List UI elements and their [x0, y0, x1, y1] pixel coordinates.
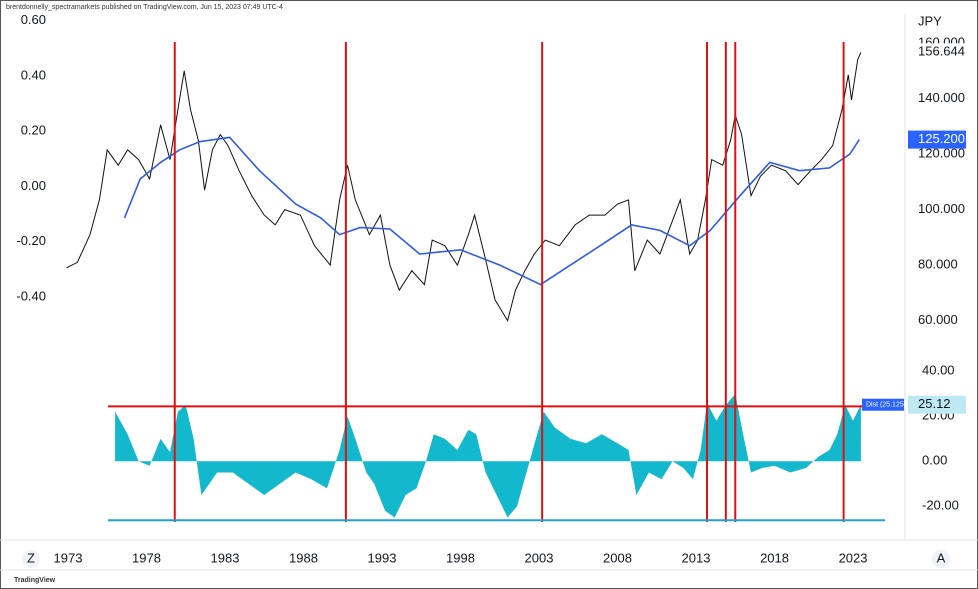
zoom-button[interactable]: Z	[27, 550, 35, 565]
x-tick-label: 1983	[211, 550, 240, 565]
header: brentdonnelly_spectramarkets published o…	[6, 4, 283, 11]
y3-tick-label: -20.00	[922, 498, 959, 513]
y2-axis-label: JPY	[918, 13, 942, 28]
y3-tick-label: 40.00	[922, 363, 955, 378]
x-tick-label: 2013	[682, 550, 711, 565]
x-tick-label: 1988	[289, 550, 318, 565]
brand: TradingView	[14, 577, 56, 584]
y2-tick-label: 80.000	[918, 257, 958, 272]
x-tick-label: 2018	[760, 550, 789, 565]
y-tick-label: -0.40	[16, 288, 46, 303]
x-tick-label: 2003	[525, 550, 554, 565]
last-value-label: 125.200	[918, 131, 965, 146]
x-tick-label: 1993	[368, 550, 397, 565]
button[interactable]	[932, 550, 950, 568]
last-value-badge	[908, 130, 966, 149]
y3-tick-label: 0.00	[922, 453, 947, 468]
x-tick-label: 1998	[446, 550, 475, 565]
y-tick-label: -0.20	[16, 233, 46, 248]
y-tick-label: 0.40	[21, 67, 46, 82]
last-value-badge	[908, 395, 966, 414]
button[interactable]	[22, 550, 40, 568]
auto-button[interactable]: A	[937, 550, 946, 565]
x-tick-label: 2023	[839, 550, 868, 565]
series-line	[66, 52, 862, 322]
y2-tick-label: 120.000	[918, 145, 965, 160]
x-tick-label: 2008	[603, 550, 632, 565]
last-value-badge	[908, 43, 966, 62]
y-tick-label: 0.60	[21, 12, 46, 27]
last-value-label: 156.644	[918, 44, 965, 59]
y-tick-label: 0.20	[21, 123, 46, 138]
y2-tick-label: 140.000	[918, 90, 965, 105]
last-value-label: 25.12	[918, 396, 951, 411]
y-tick-label: 0.00	[21, 178, 46, 193]
histogram-area	[115, 393, 861, 518]
series-line	[123, 136, 860, 286]
x-tick-label: 1978	[132, 550, 161, 565]
x-tick-label: 1973	[54, 550, 83, 565]
y2-tick-label: 100.000	[918, 201, 965, 216]
legend-badge	[862, 398, 904, 411]
legend-label: Dist (25.125)	[866, 402, 906, 409]
y2-tick-label: 60.000	[918, 312, 958, 327]
